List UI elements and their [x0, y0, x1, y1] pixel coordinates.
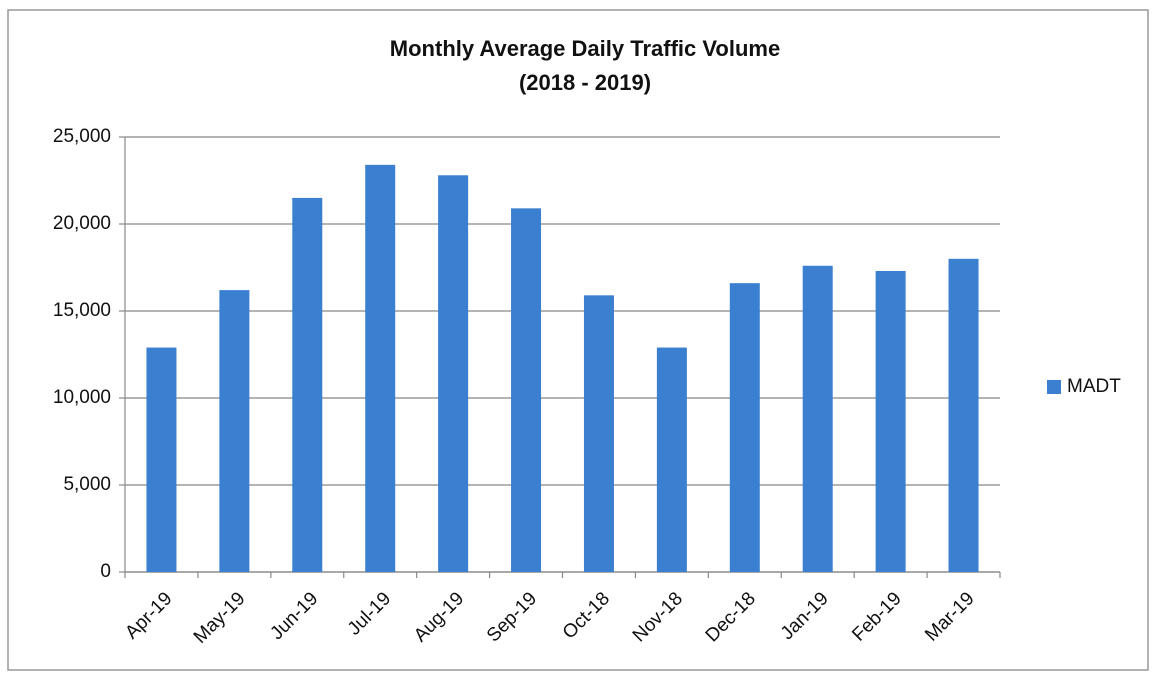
y-tick-label: 0 [100, 561, 111, 582]
x-tick-label: May-19 [190, 588, 250, 648]
x-tick-label: Jul-19 [344, 588, 395, 639]
chart-frame [7, 9, 1149, 671]
x-tick-label: Mar-19 [921, 588, 978, 645]
chart-title: Monthly Average Daily Traffic Volume [390, 36, 780, 61]
x-tick-label: Jun-19 [266, 588, 322, 644]
bar [656, 347, 687, 572]
chart-subtitle: (2018 - 2019) [519, 70, 651, 95]
x-tick-label: Oct-18 [559, 588, 614, 643]
bar [219, 290, 250, 572]
bar [438, 175, 469, 572]
legend-label: MADT [1067, 376, 1121, 397]
y-tick-label: 25,000 [53, 126, 111, 147]
x-tick-label: Nov-18 [629, 588, 687, 646]
x-tick-label: Aug-19 [410, 588, 468, 646]
x-tick-label: Jan-19 [777, 588, 833, 644]
bar [292, 197, 323, 572]
bar [948, 258, 979, 572]
x-tick-label: Dec-18 [702, 588, 760, 646]
y-tick-label: 20,000 [53, 213, 111, 234]
bar [365, 164, 396, 572]
bar [875, 270, 906, 572]
y-tick-label: 15,000 [53, 300, 111, 321]
legend-swatch [1047, 380, 1061, 394]
bar [802, 265, 833, 572]
bar [583, 295, 614, 572]
bar [511, 208, 542, 572]
x-tick-label: Apr-19 [121, 588, 176, 643]
x-tick-label: Sep-19 [483, 588, 541, 646]
y-tick-label: 10,000 [53, 387, 111, 408]
bar [729, 283, 760, 572]
bar [146, 347, 177, 572]
y-tick-label: 5,000 [63, 474, 111, 495]
x-tick-label: Feb-19 [848, 588, 905, 645]
